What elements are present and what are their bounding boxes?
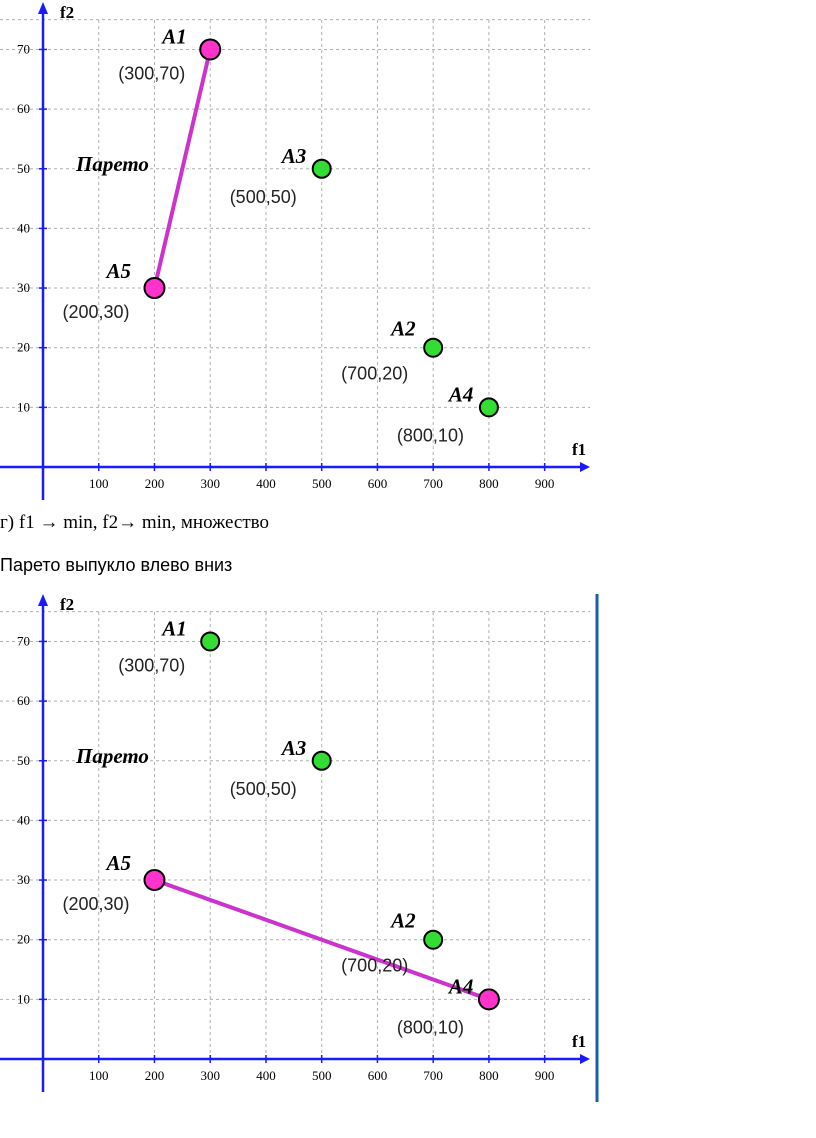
caption-line-2: Парето выпукло влево вниз xyxy=(0,555,233,575)
point-a4-coord-label: (800,10) xyxy=(397,1017,464,1037)
point-a3-name: A3 xyxy=(280,736,307,760)
y-tick-label: 10 xyxy=(17,991,30,1006)
point-a4-marker xyxy=(477,988,500,1011)
point-a3-coord-label: (500,50) xyxy=(230,779,297,799)
point-a5-marker xyxy=(143,869,166,892)
point-a4-name: A4 xyxy=(447,974,474,998)
point-a5-coord-label: (200,30) xyxy=(62,302,129,322)
pareto-annotation: Парето xyxy=(75,744,149,768)
x-axis-label: f1 xyxy=(572,440,586,459)
point-a4-name: A4 xyxy=(447,382,474,406)
chart-1: f2 f1 100 200 300 400 500 600 700 800 900 10 20 30 40 5… xyxy=(0,2,590,500)
y-tick-label: 30 xyxy=(17,280,30,295)
x-tick-label: 800 xyxy=(479,476,499,491)
y-tick-label: 70 xyxy=(17,633,30,648)
y-tick-label: 20 xyxy=(17,932,30,947)
x-tick-label: 700 xyxy=(423,1068,443,1083)
y-axis-arrow xyxy=(38,2,48,14)
point-a1-marker xyxy=(200,631,221,652)
y-tick-label: 20 xyxy=(17,340,30,355)
chart-2: f2 f1 100 200 300 400 500 600 700 800 900 10 20 30 40 5… xyxy=(0,594,599,1102)
x-axis-label: f1 xyxy=(572,1032,586,1051)
point-a3-coord-label: (500,50) xyxy=(230,187,297,207)
x-tick-label: 900 xyxy=(535,1068,555,1083)
pareto-line xyxy=(153,878,490,1002)
point-a1-coord-label: (300,70) xyxy=(118,63,185,83)
x-tick-label: 200 xyxy=(145,476,165,491)
pareto-annotation: Парето xyxy=(75,152,149,176)
point-a3-marker xyxy=(311,750,332,771)
y-tick-label: 70 xyxy=(17,41,30,56)
y-tick-label: 60 xyxy=(17,101,30,116)
y-tick-label: 50 xyxy=(17,753,30,768)
y-tick-label: 50 xyxy=(17,161,30,176)
x-tick-label: 300 xyxy=(200,1068,220,1083)
x-tick-label: 100 xyxy=(89,476,109,491)
x-tick-label: 500 xyxy=(312,1068,332,1083)
plot-area: f2 f1 100 200 300 400 500 600 700 800 900 10 20 30 40 5… xyxy=(0,2,590,500)
x-tick-label: 900 xyxy=(535,476,555,491)
x-tick-label: 600 xyxy=(368,1068,388,1083)
x-tick-label: 700 xyxy=(423,476,443,491)
x-tick-label: 400 xyxy=(256,1068,276,1083)
caption-line-1: г) f1 → min, f2→ min, множество xyxy=(0,512,269,533)
x-tick-label: 600 xyxy=(368,476,388,491)
plot-area: f2 f1 100 200 300 400 500 600 700 800 900 10 20 30 40 5… xyxy=(0,594,599,1102)
x-tick-label: 400 xyxy=(256,476,276,491)
point-a5-coord-label: (200,30) xyxy=(62,894,129,914)
point-a1-name: A1 xyxy=(160,24,187,48)
point-a1-name: A1 xyxy=(160,616,187,640)
y-axis-label: f2 xyxy=(60,595,74,614)
x-tick-label: 300 xyxy=(200,476,220,491)
pareto-line xyxy=(152,48,213,289)
y-tick-label: 10 xyxy=(17,399,30,414)
y-tick-label: 40 xyxy=(17,812,30,827)
point-a2-marker xyxy=(423,929,444,950)
x-axis-arrow xyxy=(580,1054,590,1064)
y-axis-label: f2 xyxy=(60,3,74,22)
y-axis-arrow xyxy=(38,594,48,606)
point-a2-name: A2 xyxy=(389,317,416,341)
y-tick-label: 40 xyxy=(17,220,30,235)
point-a4-marker xyxy=(478,397,499,418)
point-a3-marker xyxy=(311,158,332,179)
point-a5-marker xyxy=(143,277,166,300)
point-a2-coord-label: (700,20) xyxy=(341,956,408,976)
y-tick-label: 30 xyxy=(17,872,30,887)
x-tick-label: 800 xyxy=(479,1068,499,1083)
y-tick-label: 60 xyxy=(17,693,30,708)
x-tick-label: 100 xyxy=(89,1068,109,1083)
point-a5-name: A5 xyxy=(104,259,131,283)
point-a2-marker xyxy=(423,337,444,358)
x-tick-label: 200 xyxy=(145,1068,165,1083)
point-a1-coord-label: (300,70) xyxy=(118,655,185,675)
x-axis-arrow xyxy=(580,462,590,472)
point-a2-name: A2 xyxy=(389,909,416,933)
point-a4-coord-label: (800,10) xyxy=(397,425,464,445)
point-a1-marker xyxy=(199,38,222,61)
x-tick-label: 500 xyxy=(312,476,332,491)
point-a3-name: A3 xyxy=(280,144,307,168)
point-a2-coord-label: (700,20) xyxy=(341,364,408,384)
point-a5-name: A5 xyxy=(104,851,131,875)
